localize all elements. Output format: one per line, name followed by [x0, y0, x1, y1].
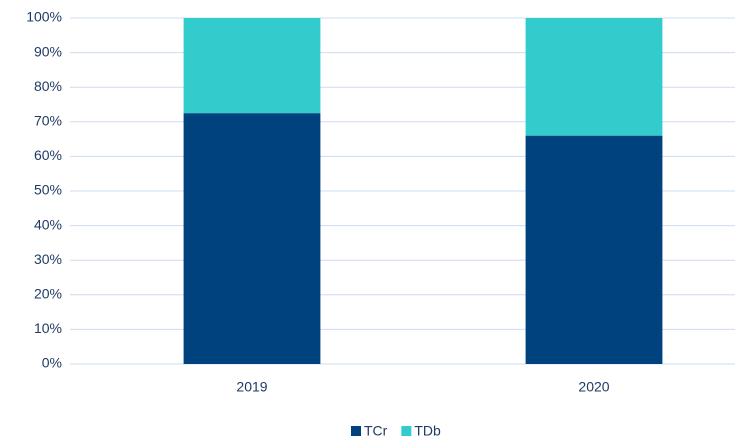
y-tick-label: 50% — [34, 182, 62, 198]
y-tick-label: 70% — [34, 113, 62, 129]
bar-segment — [525, 18, 663, 136]
legend-label: TCr — [364, 423, 388, 439]
y-tick-label: 60% — [34, 147, 62, 163]
y-tick-label: 0% — [42, 355, 62, 371]
y-tick-label: 30% — [34, 251, 62, 267]
y-tick-label: 80% — [34, 78, 62, 94]
y-tick-label: 10% — [34, 320, 62, 336]
x-tick-label: 2019 — [236, 379, 267, 395]
y-tick-label: 40% — [34, 216, 62, 232]
x-tick-label: 2020 — [578, 379, 609, 395]
y-tick-label: 100% — [26, 9, 62, 25]
legend-label: TDb — [414, 423, 441, 439]
y-tick-label: 20% — [34, 286, 62, 302]
bar-segment — [183, 18, 321, 114]
bar-segment — [525, 135, 663, 364]
y-tick-label: 90% — [34, 43, 62, 59]
legend-swatch — [351, 426, 361, 436]
legend-swatch — [401, 426, 412, 436]
bar-segment — [183, 113, 321, 365]
